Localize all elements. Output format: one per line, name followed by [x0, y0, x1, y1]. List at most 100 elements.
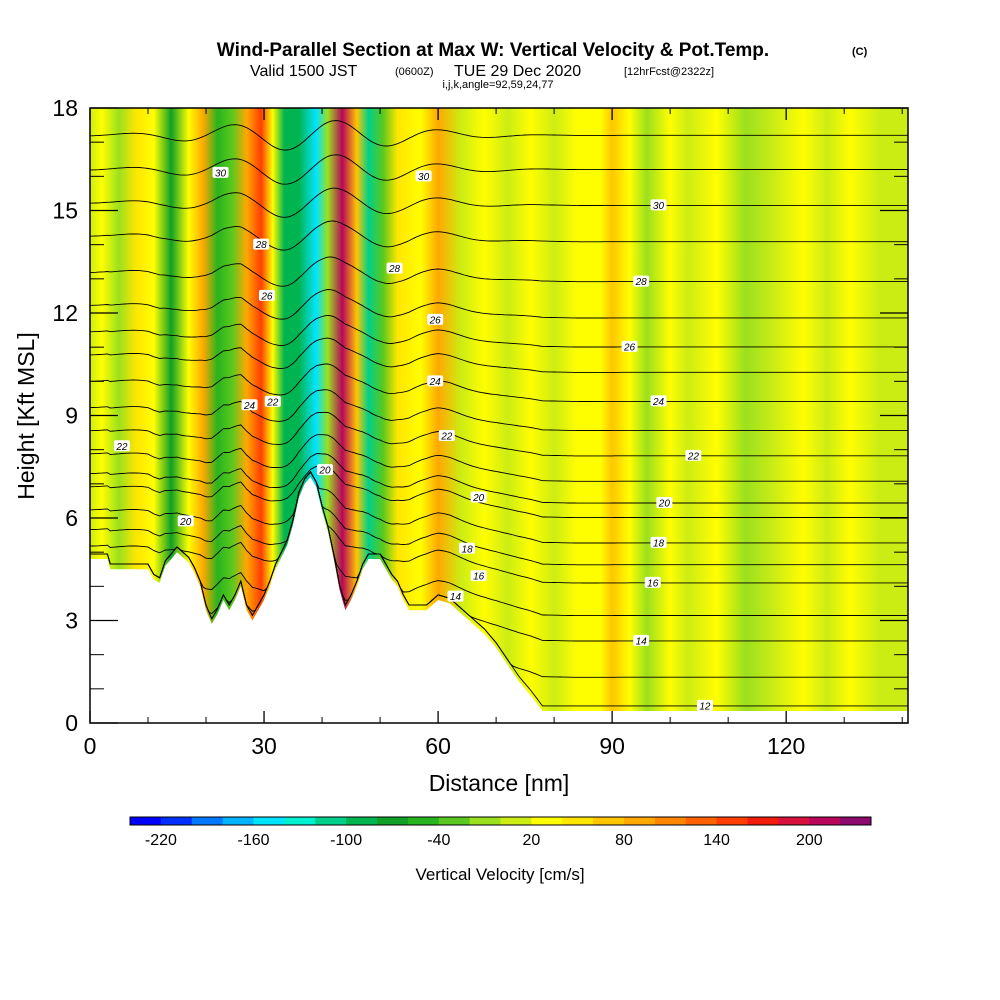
contour-label: 26 — [621, 340, 638, 353]
contour-label: 26 — [427, 313, 444, 326]
colorbar-swatch — [160, 817, 193, 825]
contour-label: 22 — [264, 395, 281, 408]
theta-contour-23 — [90, 389, 908, 431]
contour-label: 16 — [470, 570, 487, 583]
contour-labels: 12 14 16 18 20 22 24 26 28 30 30 30 28 28 26 26 24 24 22 22… — [113, 166, 713, 712]
svg-text:20: 20 — [318, 466, 331, 477]
svg-text:24: 24 — [429, 377, 442, 388]
contour-label: 22 — [438, 430, 455, 443]
colorbar-title: Vertical Velocity [cm/s] — [415, 865, 584, 884]
y-axis-label: Height [Kft MSL] — [13, 332, 39, 499]
svg-text:12: 12 — [699, 701, 711, 712]
colorbar-swatch — [346, 817, 378, 825]
colorbar-swatch — [191, 817, 224, 825]
contour-label: 16 — [644, 576, 661, 589]
y-tick-label: 6 — [65, 505, 78, 531]
chart-title: Wind-Parallel Section at Max W: Vertical… — [217, 40, 769, 61]
contour-label: 30 — [212, 166, 229, 179]
theta-contour-20 — [90, 453, 908, 504]
chart-title-sup: (C) — [852, 46, 868, 58]
colorbar-swatch — [593, 817, 625, 825]
contour-label: 20 — [470, 491, 487, 504]
theta-contour-32 — [90, 120, 908, 151]
colorbar-swatch — [438, 817, 471, 825]
colorbar-tick-label: 140 — [703, 832, 730, 849]
y-axis-ticks: 0 3 6 9 12 15 18 — [52, 95, 908, 736]
colorbar-tick-label: -40 — [427, 832, 450, 849]
colorbar-swatch — [531, 817, 563, 825]
theta-contour-30 — [90, 187, 908, 218]
potential-temperature-contours — [90, 120, 908, 707]
theta-contour-16 — [90, 471, 908, 584]
colorbar-swatch — [500, 817, 532, 825]
colorbar-swatch — [716, 817, 748, 825]
colorbar-tick-label: -160 — [237, 832, 269, 849]
colorbar-swatch — [685, 817, 718, 825]
colorbar — [129, 816, 872, 826]
theta-contour-25 — [90, 337, 908, 373]
svg-text:30: 30 — [418, 172, 430, 183]
theta-contour-26 — [90, 314, 908, 348]
contour-label: 24 — [650, 395, 667, 408]
x-tick-label: 30 — [251, 733, 277, 759]
colorbar-swatch — [407, 817, 440, 825]
svg-text:20: 20 — [472, 493, 485, 504]
forecast-info: [12hrFcst@2322z] — [624, 66, 714, 78]
contour-label: 20 — [316, 464, 333, 477]
contour-label: 18 — [650, 536, 667, 549]
contour-label: 22 — [113, 440, 130, 453]
colorbar-tick-labels: -220 -160 -100 -40 20 80 140 200 — [145, 832, 823, 849]
theta-contour-28 — [90, 256, 908, 287]
colorbar-tick-label: 20 — [523, 832, 541, 849]
svg-text:30: 30 — [215, 168, 227, 179]
y-tick-label: 0 — [65, 710, 78, 736]
svg-text:30: 30 — [653, 201, 665, 212]
colorbar-tick-label: 200 — [796, 832, 823, 849]
theta-contour-21 — [90, 434, 908, 482]
svg-text:16: 16 — [473, 572, 485, 583]
svg-text:18: 18 — [653, 538, 665, 549]
theta-contour-17 — [90, 471, 908, 566]
svg-text:28: 28 — [635, 277, 648, 288]
contour-label: 28 — [386, 262, 403, 275]
colorbar-swatch — [654, 817, 687, 825]
colorbar-swatch — [840, 817, 872, 825]
contour-label: 28 — [253, 238, 270, 251]
svg-text:26: 26 — [623, 342, 636, 353]
colorbar-tick-label: -100 — [330, 832, 362, 849]
colorbar-swatch — [222, 817, 254, 825]
contour-label: 24 — [241, 399, 258, 412]
svg-text:18: 18 — [462, 544, 474, 555]
svg-text:26: 26 — [429, 315, 442, 326]
svg-text:22: 22 — [687, 451, 700, 462]
theta-contour-29 — [90, 220, 908, 251]
colorbar-swatch — [315, 817, 347, 825]
x-tick-label: 0 — [84, 733, 97, 759]
svg-text:16: 16 — [647, 578, 659, 589]
y-tick-label: 15 — [52, 198, 78, 224]
y-tick-label: 3 — [65, 608, 78, 634]
valid-time-line: Valid 1500 JST (0600Z) TUE 29 Dec 2020 [… — [250, 63, 714, 80]
theta-contour-19 — [90, 465, 908, 519]
svg-text:20: 20 — [658, 498, 671, 509]
contour-label: 14 — [447, 590, 464, 603]
grid-indices: i,j,k,angle=92,59,24,77 — [442, 79, 553, 91]
x-tick-label: 90 — [599, 733, 625, 759]
x-tick-label: 60 — [425, 733, 451, 759]
colorbar-swatch — [809, 817, 841, 825]
x-axis-ticks: 0 30 60 90 120 — [84, 108, 903, 759]
terrain-mask — [90, 477, 908, 723]
svg-text:28: 28 — [388, 264, 401, 275]
theta-contour-24 — [90, 363, 908, 402]
theta-contour-15 — [90, 471, 908, 617]
svg-text:22: 22 — [115, 442, 128, 453]
contour-label: 26 — [258, 289, 275, 302]
contour-label: 14 — [633, 634, 650, 647]
svg-text:24: 24 — [243, 401, 256, 412]
colorbar-tick-label: -220 — [145, 832, 177, 849]
colorbar-swatch — [130, 817, 162, 825]
contour-label: 30 — [415, 170, 432, 183]
colorbar-swatch — [778, 817, 810, 825]
theta-contour-14 — [90, 471, 908, 642]
